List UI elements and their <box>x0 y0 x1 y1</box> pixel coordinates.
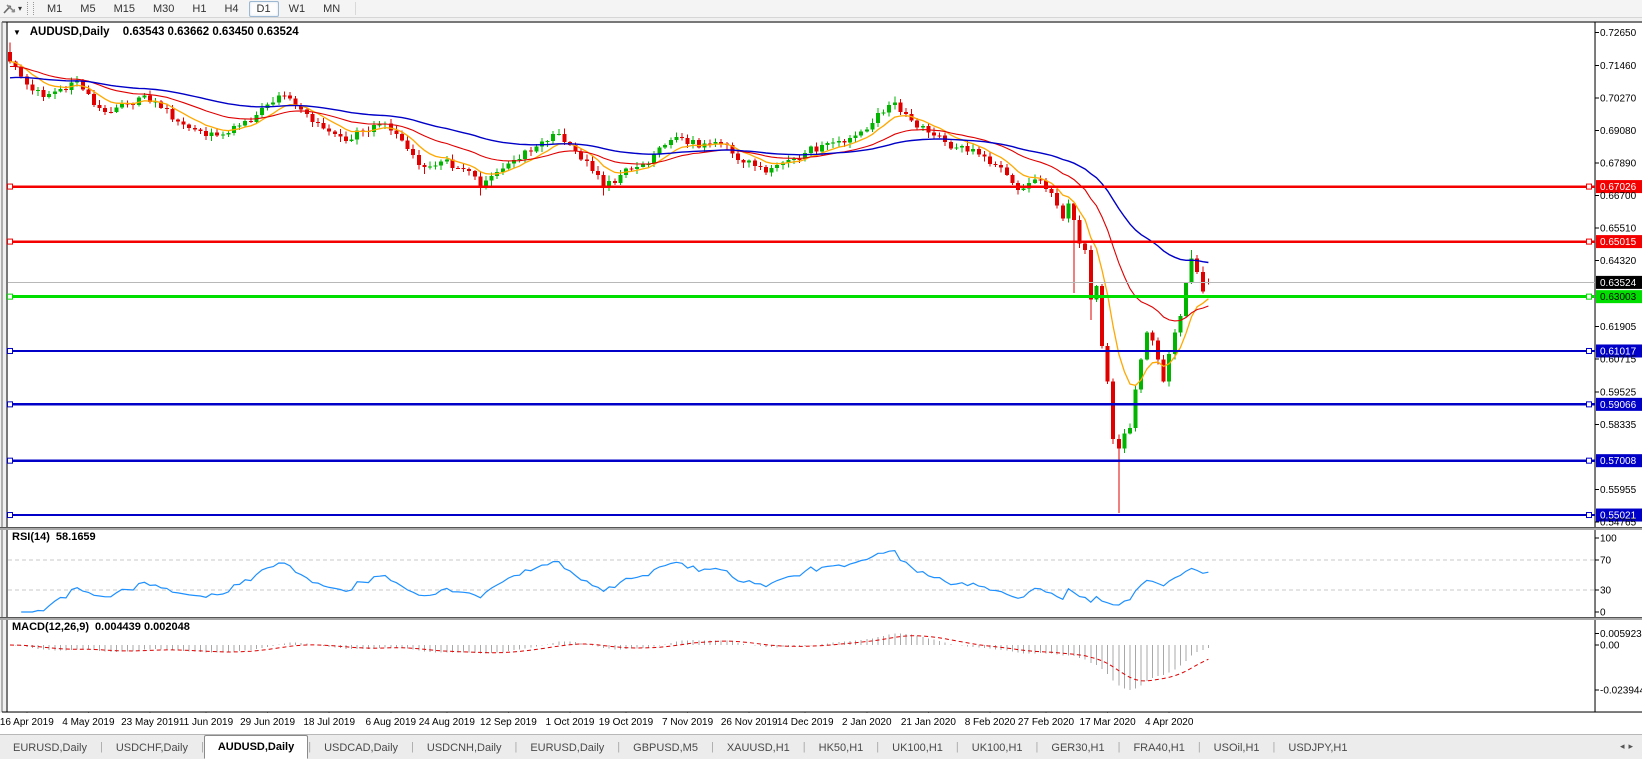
hline-handle[interactable] <box>1587 402 1592 407</box>
rsi-tick-label: 0 <box>1600 608 1606 619</box>
price-tick-label: 0.70270 <box>1600 93 1637 104</box>
price-tick-label: 0.58335 <box>1600 420 1637 431</box>
hline-handle[interactable] <box>1587 184 1592 189</box>
macd-panel-label: MACD(12,26,9) 0.004439 0.002048 <box>12 621 190 633</box>
price-tick-label: 0.55955 <box>1600 485 1637 496</box>
time-axis-label: 4 Apr 2020 <box>1145 717 1193 728</box>
hline-handle[interactable] <box>8 239 13 244</box>
time-axis-label: 7 Nov 2019 <box>662 717 713 728</box>
chart-ohlc-values: 0.63543 0.63662 0.63450 0.63524 <box>123 26 299 38</box>
time-axis-label: 24 Aug 2019 <box>419 717 475 728</box>
chart-tab-USOil-H1[interactable]: USOil,H1 <box>1201 738 1273 759</box>
price-line-label: 0.63003 <box>1600 292 1637 303</box>
hline-handle[interactable] <box>1587 513 1592 518</box>
hline-handle[interactable] <box>1587 458 1592 463</box>
time-axis-label: 18 Jul 2019 <box>303 717 355 728</box>
time-axis-label: 17 Mar 2020 <box>1080 717 1136 728</box>
chart-tab-GER30-H1[interactable]: GER30,H1 <box>1038 738 1117 759</box>
chart-tab-UK100-H1[interactable]: UK100,H1 <box>959 738 1036 759</box>
price-tick-label: 0.67890 <box>1600 158 1637 169</box>
hline-handle[interactable] <box>8 184 13 189</box>
price-tick-label: 0.69080 <box>1600 126 1637 137</box>
hline-handle[interactable] <box>1587 294 1592 299</box>
hline-handle[interactable] <box>8 458 13 463</box>
price-tick-label: 0.71460 <box>1600 61 1637 72</box>
hline-handle[interactable] <box>8 513 13 518</box>
tabs-scroll-right-button[interactable]: ▸ <box>1628 741 1637 751</box>
chart-collapse-icon[interactable]: ▼ <box>13 28 21 37</box>
chart-tab-UK100-H1[interactable]: UK100,H1 <box>879 738 956 759</box>
time-axis-label: 21 Jan 2020 <box>901 717 956 728</box>
macd-tick-label: 0.005923 <box>1600 629 1642 640</box>
macd-indicator-value: 0.004439 0.002048 <box>95 621 190 633</box>
macd-tick-label: 0.00 <box>1600 641 1620 652</box>
hline-handle[interactable] <box>8 348 13 353</box>
price-tick-label: 0.65510 <box>1600 224 1637 235</box>
chart-tab-AUDUSD-Daily[interactable]: AUDUSD,Daily <box>204 735 308 759</box>
price-tick-label: 0.72650 <box>1600 28 1637 39</box>
hline-handle[interactable] <box>1587 348 1592 353</box>
rsi-tick-label: 100 <box>1600 534 1617 545</box>
macd-indicator-name: MACD(12,26,9) <box>12 621 89 633</box>
price-line-label: 0.57008 <box>1600 456 1637 467</box>
time-axis-label: 6 Aug 2019 <box>365 717 416 728</box>
rsi-indicator-name: RSI(14) <box>12 531 50 543</box>
chart-tab-USDCHF-Daily[interactable]: USDCHF,Daily <box>103 738 201 759</box>
time-axis-label: 16 Apr 2019 <box>0 717 54 728</box>
chart-tab-FRA40-H1[interactable]: FRA40,H1 <box>1120 738 1197 759</box>
hline-handle[interactable] <box>1587 239 1592 244</box>
chart-tab-GBPUSD-M5[interactable]: GBPUSD,M5 <box>620 738 711 759</box>
chart-header: ▼ AUDUSD,Daily 0.63543 0.63662 0.63450 0… <box>13 26 299 38</box>
chart-tab-EURUSD-Daily[interactable]: EURUSD,Daily <box>0 738 100 759</box>
time-axis-label: 11 Jun 2019 <box>179 717 233 728</box>
price-tick-label: 0.54765 <box>1600 518 1637 529</box>
time-axis-label: 26 Nov 2019 <box>721 717 778 728</box>
price-tick-label: 0.64320 <box>1600 256 1637 267</box>
hline-handle[interactable] <box>8 402 13 407</box>
macd-tick-label: -0.023944 <box>1600 686 1642 697</box>
price-tick-label: 0.66700 <box>1600 191 1637 202</box>
chart-tabs-bar: EURUSD,Daily|USDCHF,Daily|AUDUSD,Daily|U… <box>0 734 1642 759</box>
chart-tab-XAUUSD-H1[interactable]: XAUUSD,H1 <box>714 738 803 759</box>
time-axis-label: 1 Oct 2019 <box>546 717 595 728</box>
price-tick-label: 0.59525 <box>1600 387 1637 398</box>
time-axis-label: 2 Jan 2020 <box>842 717 892 728</box>
chart-tab-USDCNH-Daily[interactable]: USDCNH,Daily <box>414 738 515 759</box>
hline-handle[interactable] <box>8 294 13 299</box>
time-axis-label: 19 Oct 2019 <box>599 717 653 728</box>
chart-tab-USDCAD-Daily[interactable]: USDCAD,Daily <box>311 738 411 759</box>
time-axis-label: 23 May 2019 <box>121 717 179 728</box>
time-axis-label: 12 Sep 2019 <box>480 717 537 728</box>
chart-tab-EURUSD-Daily[interactable]: EURUSD,Daily <box>517 738 617 759</box>
time-axis-label: 8 Feb 2020 <box>965 717 1016 728</box>
time-axis-label: 27 Feb 2020 <box>1018 717 1074 728</box>
price-tick-label: 0.60715 <box>1600 355 1637 366</box>
time-axis-label: 14 Dec 2019 <box>777 717 834 728</box>
rsi-tick-label: 70 <box>1600 556 1612 567</box>
chart-symbol-period: AUDUSD,Daily <box>30 26 110 38</box>
tab-scroll-arrows: ◂▸ <box>1620 741 1637 752</box>
price-line-label: 0.65015 <box>1600 237 1637 248</box>
rsi-panel-label: RSI(14) 58.1659 <box>12 531 96 543</box>
rsi-indicator-value: 58.1659 <box>56 531 96 543</box>
chart-tab-USDJPY-H1[interactable]: USDJPY,H1 <box>1275 738 1360 759</box>
price-line-label: 0.63524 <box>1600 278 1637 289</box>
price-line-label: 0.59066 <box>1600 400 1637 411</box>
time-axis-label: 29 Jun 2019 <box>240 717 295 728</box>
price-tick-label: 0.61905 <box>1600 322 1637 333</box>
chart-tab-HK50-H1[interactable]: HK50,H1 <box>806 738 877 759</box>
time-axis-label: 4 May 2019 <box>62 717 114 728</box>
rsi-tick-label: 30 <box>1600 585 1612 596</box>
